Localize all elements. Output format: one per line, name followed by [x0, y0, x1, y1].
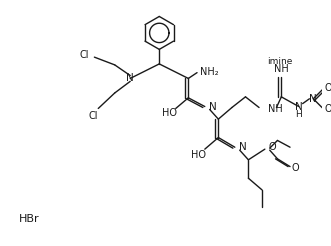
Text: H: H [295, 110, 302, 119]
Text: N: N [126, 74, 134, 83]
Text: Cl: Cl [80, 50, 89, 60]
Text: imine: imine [267, 57, 292, 65]
Text: N: N [309, 94, 317, 104]
Text: O: O [291, 163, 299, 172]
Text: NH: NH [274, 64, 289, 74]
Text: N: N [209, 102, 216, 111]
Text: Cl: Cl [89, 111, 98, 121]
Text: O: O [324, 105, 331, 114]
Text: HO: HO [192, 150, 207, 160]
Text: N: N [239, 142, 247, 152]
Text: NH₂: NH₂ [200, 67, 218, 77]
Text: NH: NH [268, 105, 283, 114]
Text: HO: HO [163, 108, 177, 118]
Text: HBr: HBr [19, 214, 39, 224]
Text: N: N [295, 102, 303, 111]
Text: O: O [269, 142, 276, 152]
Text: imine: imine [271, 54, 291, 60]
Text: O: O [324, 83, 331, 93]
